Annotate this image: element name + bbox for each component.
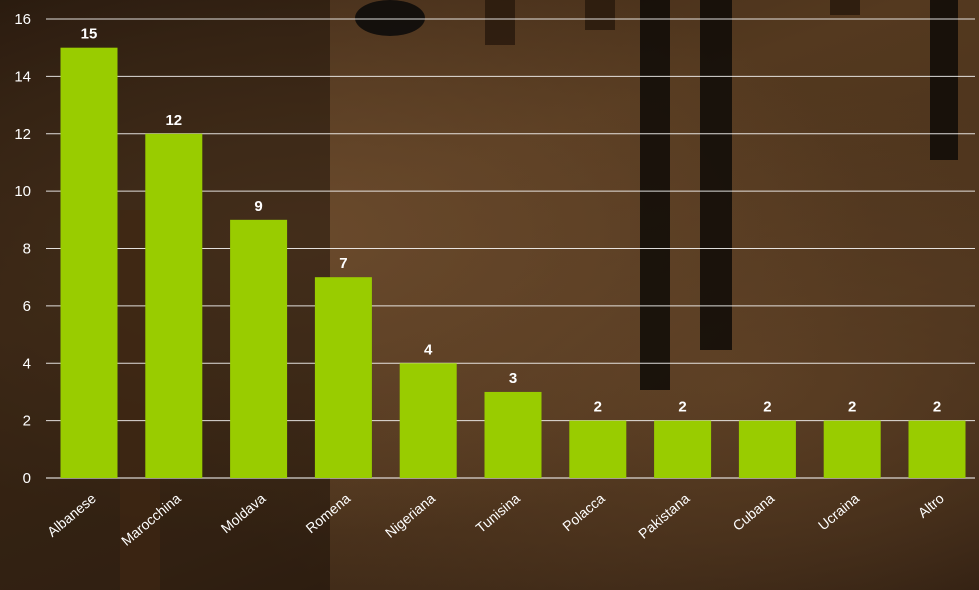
- y-tick-label: 0: [23, 470, 31, 487]
- bar-pakistana: [654, 420, 712, 478]
- y-tick-label: 16: [14, 11, 31, 28]
- background-decoration: [0, 0, 958, 590]
- bar-nigeriana: [399, 363, 457, 478]
- data-label: 2: [763, 399, 771, 416]
- data-label: 2: [933, 399, 941, 416]
- data-label: 12: [165, 112, 182, 129]
- x-tick-label: Cubana: [729, 490, 777, 534]
- bar-altro: [908, 420, 966, 478]
- data-label: 3: [509, 370, 517, 387]
- y-tick-label: 8: [23, 241, 31, 258]
- bar-albanese: [60, 47, 118, 478]
- bars-group: 15 12 9 7 4 3 2 2 2 2 2: [60, 26, 966, 478]
- bar-cubana: [738, 420, 796, 478]
- bar-ucraina: [823, 420, 881, 478]
- data-label: 4: [424, 341, 433, 358]
- y-tick-label: 12: [14, 126, 31, 143]
- data-label: 2: [678, 399, 686, 416]
- y-tick-label: 2: [23, 413, 31, 430]
- data-label: 7: [339, 255, 347, 272]
- y-tick-label: 4: [23, 355, 31, 372]
- x-tick-label: Tunisina: [472, 490, 523, 536]
- data-label: 9: [254, 198, 262, 215]
- x-tick-label: Pakistana: [635, 490, 693, 542]
- y-tick-label: 6: [23, 298, 31, 315]
- data-label: 15: [81, 26, 98, 43]
- y-axis: 0 2 4 6 8 10 12 14 16: [14, 11, 31, 487]
- x-tick-label: Nigeriana: [382, 490, 438, 541]
- x-tick-label: Polacca: [559, 490, 608, 534]
- x-tick-label: Altro: [915, 490, 947, 521]
- y-tick-label: 10: [14, 183, 31, 200]
- bar-romena: [314, 277, 372, 478]
- data-label: 2: [848, 399, 856, 416]
- bar-polacca: [569, 420, 627, 478]
- y-tick-label: 14: [14, 68, 31, 85]
- x-tick-label: Ucraina: [815, 490, 862, 533]
- bar-tunisina: [484, 391, 542, 478]
- bar-moldava: [230, 219, 288, 478]
- bar-marocchina: [145, 133, 203, 478]
- data-label: 2: [594, 399, 602, 416]
